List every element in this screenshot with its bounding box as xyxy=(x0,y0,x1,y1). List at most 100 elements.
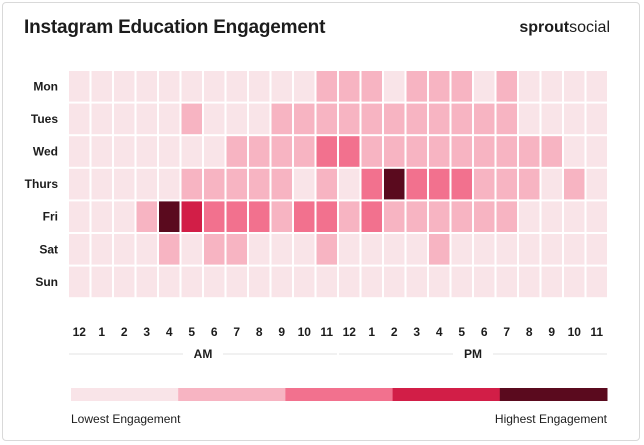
heatmap-cell xyxy=(91,266,112,298)
day-label: Thurs xyxy=(25,177,59,191)
heatmap-cell xyxy=(91,136,112,167)
heatmap-cell xyxy=(294,71,315,102)
period-label-bg xyxy=(183,345,223,363)
heatmap-cell xyxy=(339,234,360,265)
hour-label: 5 xyxy=(458,325,465,339)
heatmap-cell xyxy=(316,103,337,135)
heatmap-cell xyxy=(519,103,540,135)
heatmap-cell xyxy=(406,266,427,298)
heatmap-cell xyxy=(316,201,337,232)
heatmap-cell xyxy=(361,201,382,232)
heatmap-cell xyxy=(384,201,405,232)
heatmap-cell xyxy=(474,103,495,135)
heatmap-cell xyxy=(226,71,247,102)
heatmap-cell xyxy=(586,266,607,298)
heatmap-cell xyxy=(429,136,450,167)
heatmap-cell xyxy=(384,103,405,135)
heatmap-cell xyxy=(159,103,180,135)
heatmap-cell xyxy=(226,103,247,135)
heatmap-cell xyxy=(271,168,292,200)
heatmap-cell xyxy=(429,266,450,298)
heatmap-cell xyxy=(159,136,180,167)
hour-label: 1 xyxy=(368,325,375,339)
day-label: Tues xyxy=(31,112,58,126)
hour-label: 10 xyxy=(298,325,312,339)
heatmap-cell xyxy=(384,266,405,298)
heatmap-cell xyxy=(496,266,517,298)
heatmap-cell xyxy=(384,71,405,102)
heatmap-cell xyxy=(564,168,585,200)
heatmap-cell xyxy=(339,103,360,135)
brand-bold: sprout xyxy=(519,19,570,36)
heatmap-cell xyxy=(519,201,540,232)
hour-label: 8 xyxy=(256,325,263,339)
heatmap-cell xyxy=(429,71,450,102)
heatmap-cell xyxy=(69,201,90,232)
heatmap-cell xyxy=(91,201,112,232)
heatmap-cell xyxy=(406,71,427,102)
heatmap-cell xyxy=(226,136,247,167)
heatmap-cell xyxy=(249,168,270,200)
heatmap-cell xyxy=(384,234,405,265)
hour-labels: 12 1 2 3 4 5 6 7 8 9 10 11 12 1 2 3 4 5 6 7 8 9 10 11 xyxy=(73,325,604,339)
heatmap-cell xyxy=(339,136,360,167)
hour-label: 12 xyxy=(343,325,357,339)
legend-swatch xyxy=(71,388,179,401)
heatmap-cell xyxy=(496,103,517,135)
legend-swatch xyxy=(178,388,286,401)
heatmap-cell xyxy=(406,168,427,200)
hour-label: 3 xyxy=(413,325,420,339)
heatmap-cell xyxy=(204,71,225,102)
heatmap-cell xyxy=(564,136,585,167)
heatmap-cell xyxy=(406,103,427,135)
heatmap-cell xyxy=(226,266,247,298)
heatmap-cell xyxy=(316,266,337,298)
heatmap-cell xyxy=(136,168,157,200)
heatmap-cell xyxy=(181,136,202,167)
heatmap-cell xyxy=(136,103,157,135)
heatmap-cell xyxy=(474,201,495,232)
hour-label: 9 xyxy=(548,325,555,339)
day-label: Sun xyxy=(35,275,58,289)
heatmap-cell xyxy=(564,103,585,135)
heatmap-cell xyxy=(294,136,315,167)
brand-light: social xyxy=(569,19,610,36)
hour-label: 5 xyxy=(188,325,195,339)
day-labels: Mon Tues Wed Thurs Fri Sat Sun xyxy=(25,79,59,289)
heatmap-cell xyxy=(339,266,360,298)
day-label: Wed xyxy=(33,145,58,159)
hour-label: 12 xyxy=(73,325,87,339)
heatmap-cell xyxy=(564,201,585,232)
heatmap-cell xyxy=(181,103,202,135)
legend-low-label: Lowest Engagement xyxy=(71,412,181,426)
heatmap-cell xyxy=(249,266,270,298)
heatmap-cell xyxy=(114,168,135,200)
heatmap-cell xyxy=(114,136,135,167)
hour-label: 8 xyxy=(526,325,533,339)
heatmap-cell xyxy=(159,168,180,200)
heatmap-cell xyxy=(181,201,202,232)
heatmap-cell xyxy=(226,234,247,265)
heatmap-cell xyxy=(541,71,562,102)
hour-label: 9 xyxy=(278,325,285,339)
heatmap-cell xyxy=(271,201,292,232)
heatmap-cell xyxy=(204,234,225,265)
period-label: AM xyxy=(194,347,213,361)
heatmap-cell xyxy=(384,168,405,200)
heatmap-cell xyxy=(181,168,202,200)
heatmap-cell xyxy=(316,234,337,265)
heatmap-cell xyxy=(136,201,157,232)
brand-logo: sproutsocial xyxy=(519,19,610,37)
heatmap-cell xyxy=(316,71,337,102)
heatmap-cell xyxy=(294,201,315,232)
heatmap-cell xyxy=(541,136,562,167)
heatmap-cell xyxy=(226,201,247,232)
heatmap-cell xyxy=(496,136,517,167)
heatmap-cell xyxy=(541,168,562,200)
heatmap-cell xyxy=(339,168,360,200)
chart-title: Instagram Education Engagement xyxy=(24,17,326,38)
legend-swatch xyxy=(285,388,394,401)
heatmap-cell xyxy=(136,234,157,265)
heatmap-cell xyxy=(361,136,382,167)
